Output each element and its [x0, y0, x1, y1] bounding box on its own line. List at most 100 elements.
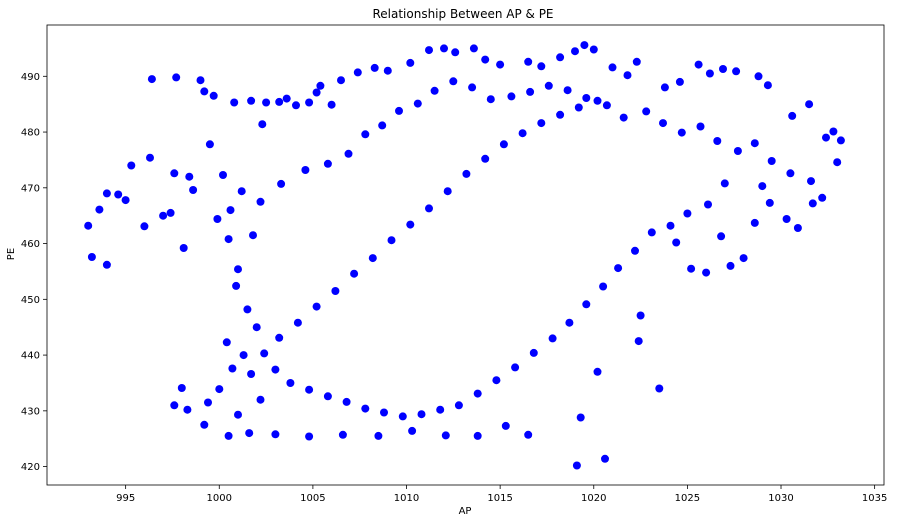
data-point	[344, 149, 353, 158]
data-point	[305, 432, 314, 441]
data-point	[312, 88, 321, 97]
y-axis-ticks: 420 430 440 450 460 470 480 490	[21, 72, 47, 473]
data-point	[732, 67, 741, 76]
data-point	[316, 81, 325, 90]
data-point	[818, 193, 827, 202]
data-point	[305, 98, 314, 107]
data-point	[127, 161, 136, 170]
data-point	[473, 431, 482, 440]
data-point	[224, 235, 233, 244]
data-point	[224, 431, 233, 440]
data-point	[556, 110, 565, 119]
data-point	[183, 405, 192, 414]
x-tick-label: 1020	[581, 493, 606, 504]
data-point	[807, 177, 815, 186]
data-point	[462, 169, 471, 178]
data-point	[378, 121, 387, 130]
data-point	[305, 385, 314, 394]
data-point	[786, 169, 795, 178]
data-point	[486, 95, 495, 104]
data-point	[256, 395, 265, 404]
data-point	[713, 137, 722, 145]
data-point	[243, 305, 252, 314]
data-point	[822, 133, 830, 142]
data-point	[632, 57, 641, 66]
data-point	[571, 47, 579, 56]
data-point	[675, 77, 684, 86]
plot-area	[46, 24, 885, 486]
data-point	[765, 198, 774, 207]
data-point	[170, 401, 179, 410]
data-point	[683, 209, 692, 218]
data-point	[342, 397, 351, 406]
data-point	[836, 136, 845, 145]
data-point	[179, 244, 188, 252]
y-tick-label: 430	[21, 406, 40, 417]
chart-title: Relationship Between AP & PE	[372, 7, 553, 21]
data-point	[593, 96, 602, 105]
data-point	[758, 182, 767, 191]
data-point	[440, 44, 448, 53]
data-point	[200, 420, 209, 429]
data-point	[473, 389, 482, 398]
data-point	[323, 392, 332, 401]
data-point	[720, 179, 729, 188]
data-point	[694, 60, 703, 69]
data-point	[580, 41, 589, 50]
data-point	[717, 232, 726, 241]
data-point	[565, 318, 574, 327]
data-point	[232, 281, 241, 290]
data-point	[247, 96, 256, 105]
data-point	[353, 68, 362, 77]
data-point	[350, 269, 359, 278]
data-point	[219, 171, 227, 179]
data-point	[383, 66, 392, 75]
x-tick-label: 995	[116, 493, 135, 504]
data-point	[441, 431, 450, 440]
data-point	[582, 300, 591, 309]
data-point	[576, 413, 585, 422]
data-point	[425, 46, 433, 55]
data-point	[750, 218, 759, 227]
data-point	[395, 106, 403, 115]
data-point	[468, 83, 477, 92]
data-point	[602, 101, 611, 110]
data-point	[666, 221, 675, 230]
data-point	[636, 311, 645, 320]
data-point	[213, 215, 222, 223]
data-point	[327, 100, 336, 109]
data-point	[237, 187, 246, 196]
data-point	[417, 410, 426, 419]
data-point	[833, 158, 842, 167]
data-point	[374, 431, 383, 440]
data-point	[200, 87, 209, 96]
data-point	[271, 365, 280, 374]
data-point	[496, 60, 505, 69]
data-point	[537, 119, 546, 128]
data-point	[767, 157, 776, 165]
data-point	[499, 140, 508, 149]
data-point	[677, 128, 686, 137]
data-point	[642, 107, 651, 116]
data-point	[170, 169, 179, 178]
data-point	[215, 385, 224, 394]
data-point	[829, 127, 838, 136]
x-axis-label: AP	[459, 506, 472, 517]
data-point	[189, 186, 198, 194]
data-point	[177, 384, 186, 392]
data-point	[548, 334, 557, 343]
data-point	[87, 253, 96, 261]
data-point	[95, 205, 104, 214]
data-point	[293, 318, 302, 327]
data-points	[84, 41, 845, 470]
data-point	[529, 348, 538, 357]
y-tick-label: 440	[21, 351, 40, 362]
data-point	[469, 44, 478, 53]
data-point	[406, 58, 415, 67]
data-point	[593, 367, 602, 376]
data-point	[524, 57, 533, 66]
data-point	[608, 63, 617, 72]
data-point	[323, 159, 332, 168]
data-point	[481, 154, 490, 163]
data-point	[368, 254, 377, 263]
